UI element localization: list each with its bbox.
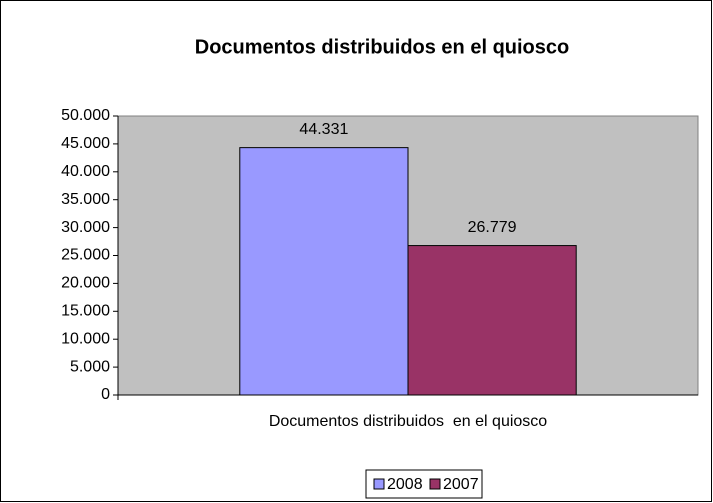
- y-tick-label: 10.000: [61, 330, 110, 347]
- y-tick-label: 25.000: [61, 247, 110, 264]
- legend-label: 2007: [443, 476, 479, 493]
- y-tick-label: 35.000: [61, 191, 110, 208]
- y-tick-label: 5.000: [70, 358, 110, 375]
- bar: [239, 147, 409, 396]
- y-tick-label: 50.000: [61, 107, 110, 124]
- y-tick-label: 30.000: [61, 219, 110, 236]
- chart-title: Documentos distribuidos en el quiosco: [195, 36, 569, 58]
- bar: [407, 245, 577, 396]
- x-tick-label: Documentos distribuidos en el quiosco: [269, 413, 547, 430]
- y-tick-label: 40.000: [61, 163, 110, 180]
- legend-swatch: [429, 478, 441, 490]
- y-tick-label: 20.000: [61, 275, 110, 292]
- y-tick-label: 45.000: [61, 135, 110, 152]
- legend-box: [365, 469, 483, 499]
- legend-swatch: [373, 478, 385, 490]
- data-label: 26.779: [468, 219, 517, 236]
- y-tick-label: 15.000: [61, 303, 110, 320]
- y-tick-label: 0: [101, 386, 110, 403]
- legend-label: 2008: [387, 476, 423, 493]
- data-label: 44.331: [299, 121, 348, 138]
